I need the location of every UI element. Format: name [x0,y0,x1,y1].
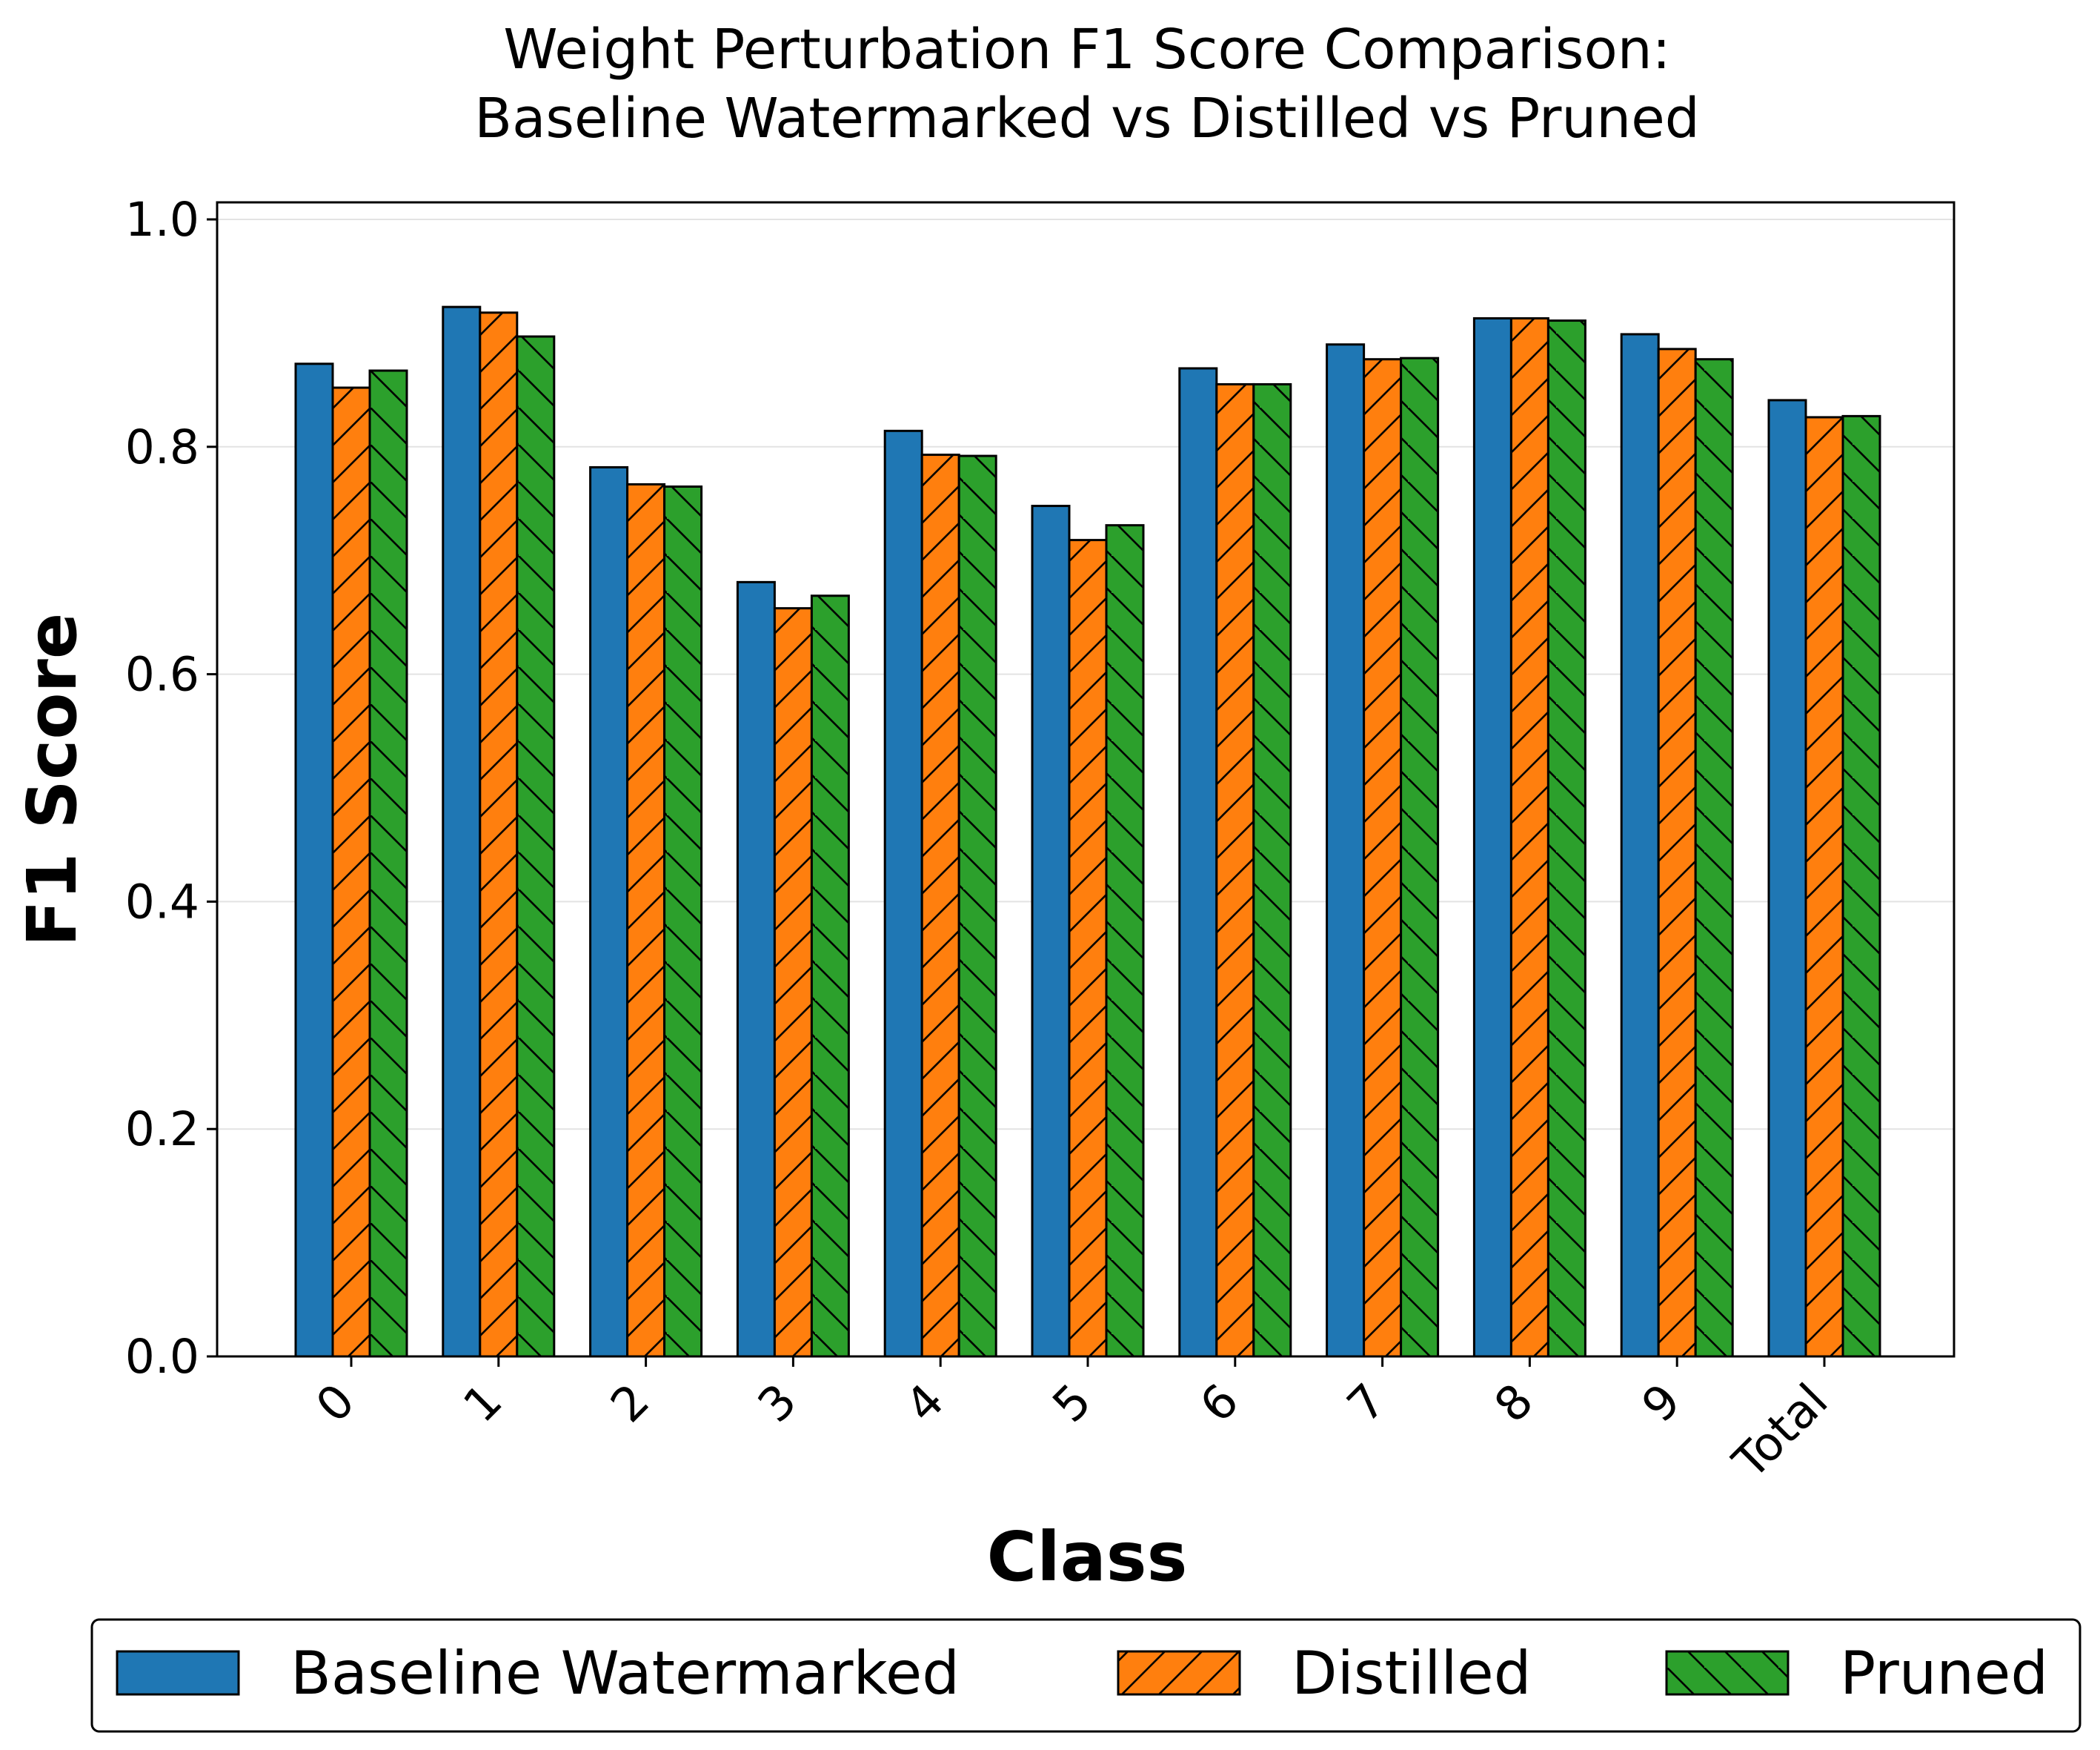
bar-distilled-0 [331,386,371,1358]
legend-label-pruned: Pruned [1840,1639,2048,1708]
y-axis-ticks: 0.0 0.2 0.4 0.6 0.8 1.0 [125,193,217,1384]
bars [294,305,1881,1358]
legend-swatch-pruned [1665,1650,1790,1696]
bar-baseline-watermarked-4 [883,429,923,1358]
legend-label-distilled: Distilled [1292,1639,1532,1708]
bar-pruned-1 [516,335,556,1358]
bar-baseline-watermarked-5 [1031,505,1071,1358]
bar-pruned-2 [663,485,703,1358]
x-tick-label: 5 [1043,1373,1102,1433]
bar-distilled-6 [1215,382,1255,1358]
y-tick-label: 1.0 [125,193,199,247]
bar-distilled-8 [1509,316,1549,1358]
y-tick-label: 0.6 [125,648,199,702]
bar-distilled-7 [1363,358,1403,1358]
bar-pruned-total [1841,414,1881,1358]
bar-baseline-watermarked-9 [1620,333,1660,1358]
legend: Baseline Watermarked Distilled Pruned [90,1618,2081,1733]
bar-distilled-5 [1068,539,1108,1358]
bar-pruned-5 [1105,524,1145,1358]
x-tick-label: 8 [1484,1373,1544,1433]
x-tick-label: 7 [1337,1373,1396,1433]
bar-pruned-9 [1694,358,1734,1358]
chart-title-line-1: Weight Perturbation F1 Score Comparison: [503,18,1670,82]
x-tick-label: 2 [600,1373,659,1433]
x-tick-label: 4 [895,1373,954,1433]
x-axis-ticks: 0 1 2 3 4 5 6 7 8 9 Total [306,1356,1838,1489]
bar-distilled-1 [479,311,519,1358]
bar-pruned-6 [1252,382,1292,1358]
legend-frame [90,1618,2081,1733]
bar-baseline-watermarked-1 [442,305,482,1358]
bar-baseline-watermarked-7 [1326,343,1366,1358]
y-tick-label: 0.4 [125,875,199,929]
x-tick-label: 9 [1632,1373,1691,1433]
y-tick-label: 0.8 [125,420,199,474]
y-tick-label: 0.2 [125,1102,199,1156]
bar-pruned-7 [1400,357,1440,1358]
bar-baseline-watermarked-0 [294,362,334,1358]
x-tick-label: 3 [748,1373,807,1433]
plot-frame [216,201,1956,1358]
x-tick-label: 1 [453,1373,512,1433]
x-tick-label: 6 [1189,1373,1249,1433]
legend-swatch-distilled [1117,1650,1241,1696]
bar-pruned-3 [810,594,850,1358]
bar-baseline-watermarked-3 [736,580,776,1358]
legend-swatch-baseline [116,1650,240,1696]
x-tick-label: Total [1722,1373,1838,1489]
x-axis-label: Class [987,1517,1188,1597]
x-tick-label: 0 [306,1373,365,1433]
bar-distilled-9 [1657,348,1697,1358]
bar-distilled-2 [626,483,666,1358]
bar-baseline-watermarked-total [1767,399,1807,1358]
legend-label-baseline: Baseline Watermarked [290,1639,960,1708]
bar-distilled-total [1804,416,1844,1358]
bar-baseline-watermarked-2 [589,465,629,1358]
bar-distilled-3 [773,607,813,1358]
y-tick-label: 0.0 [125,1330,199,1384]
bar-pruned-8 [1546,319,1586,1358]
bar-pruned-0 [368,369,408,1358]
bar-baseline-watermarked-6 [1178,367,1218,1358]
bar-baseline-watermarked-8 [1472,316,1512,1358]
bar-distilled-4 [920,454,960,1358]
y-axis-label: F1 Score [13,613,92,947]
bar-pruned-4 [957,454,997,1358]
chart-title-line-2: Baseline Watermarked vs Distilled vs Pru… [474,87,1699,150]
